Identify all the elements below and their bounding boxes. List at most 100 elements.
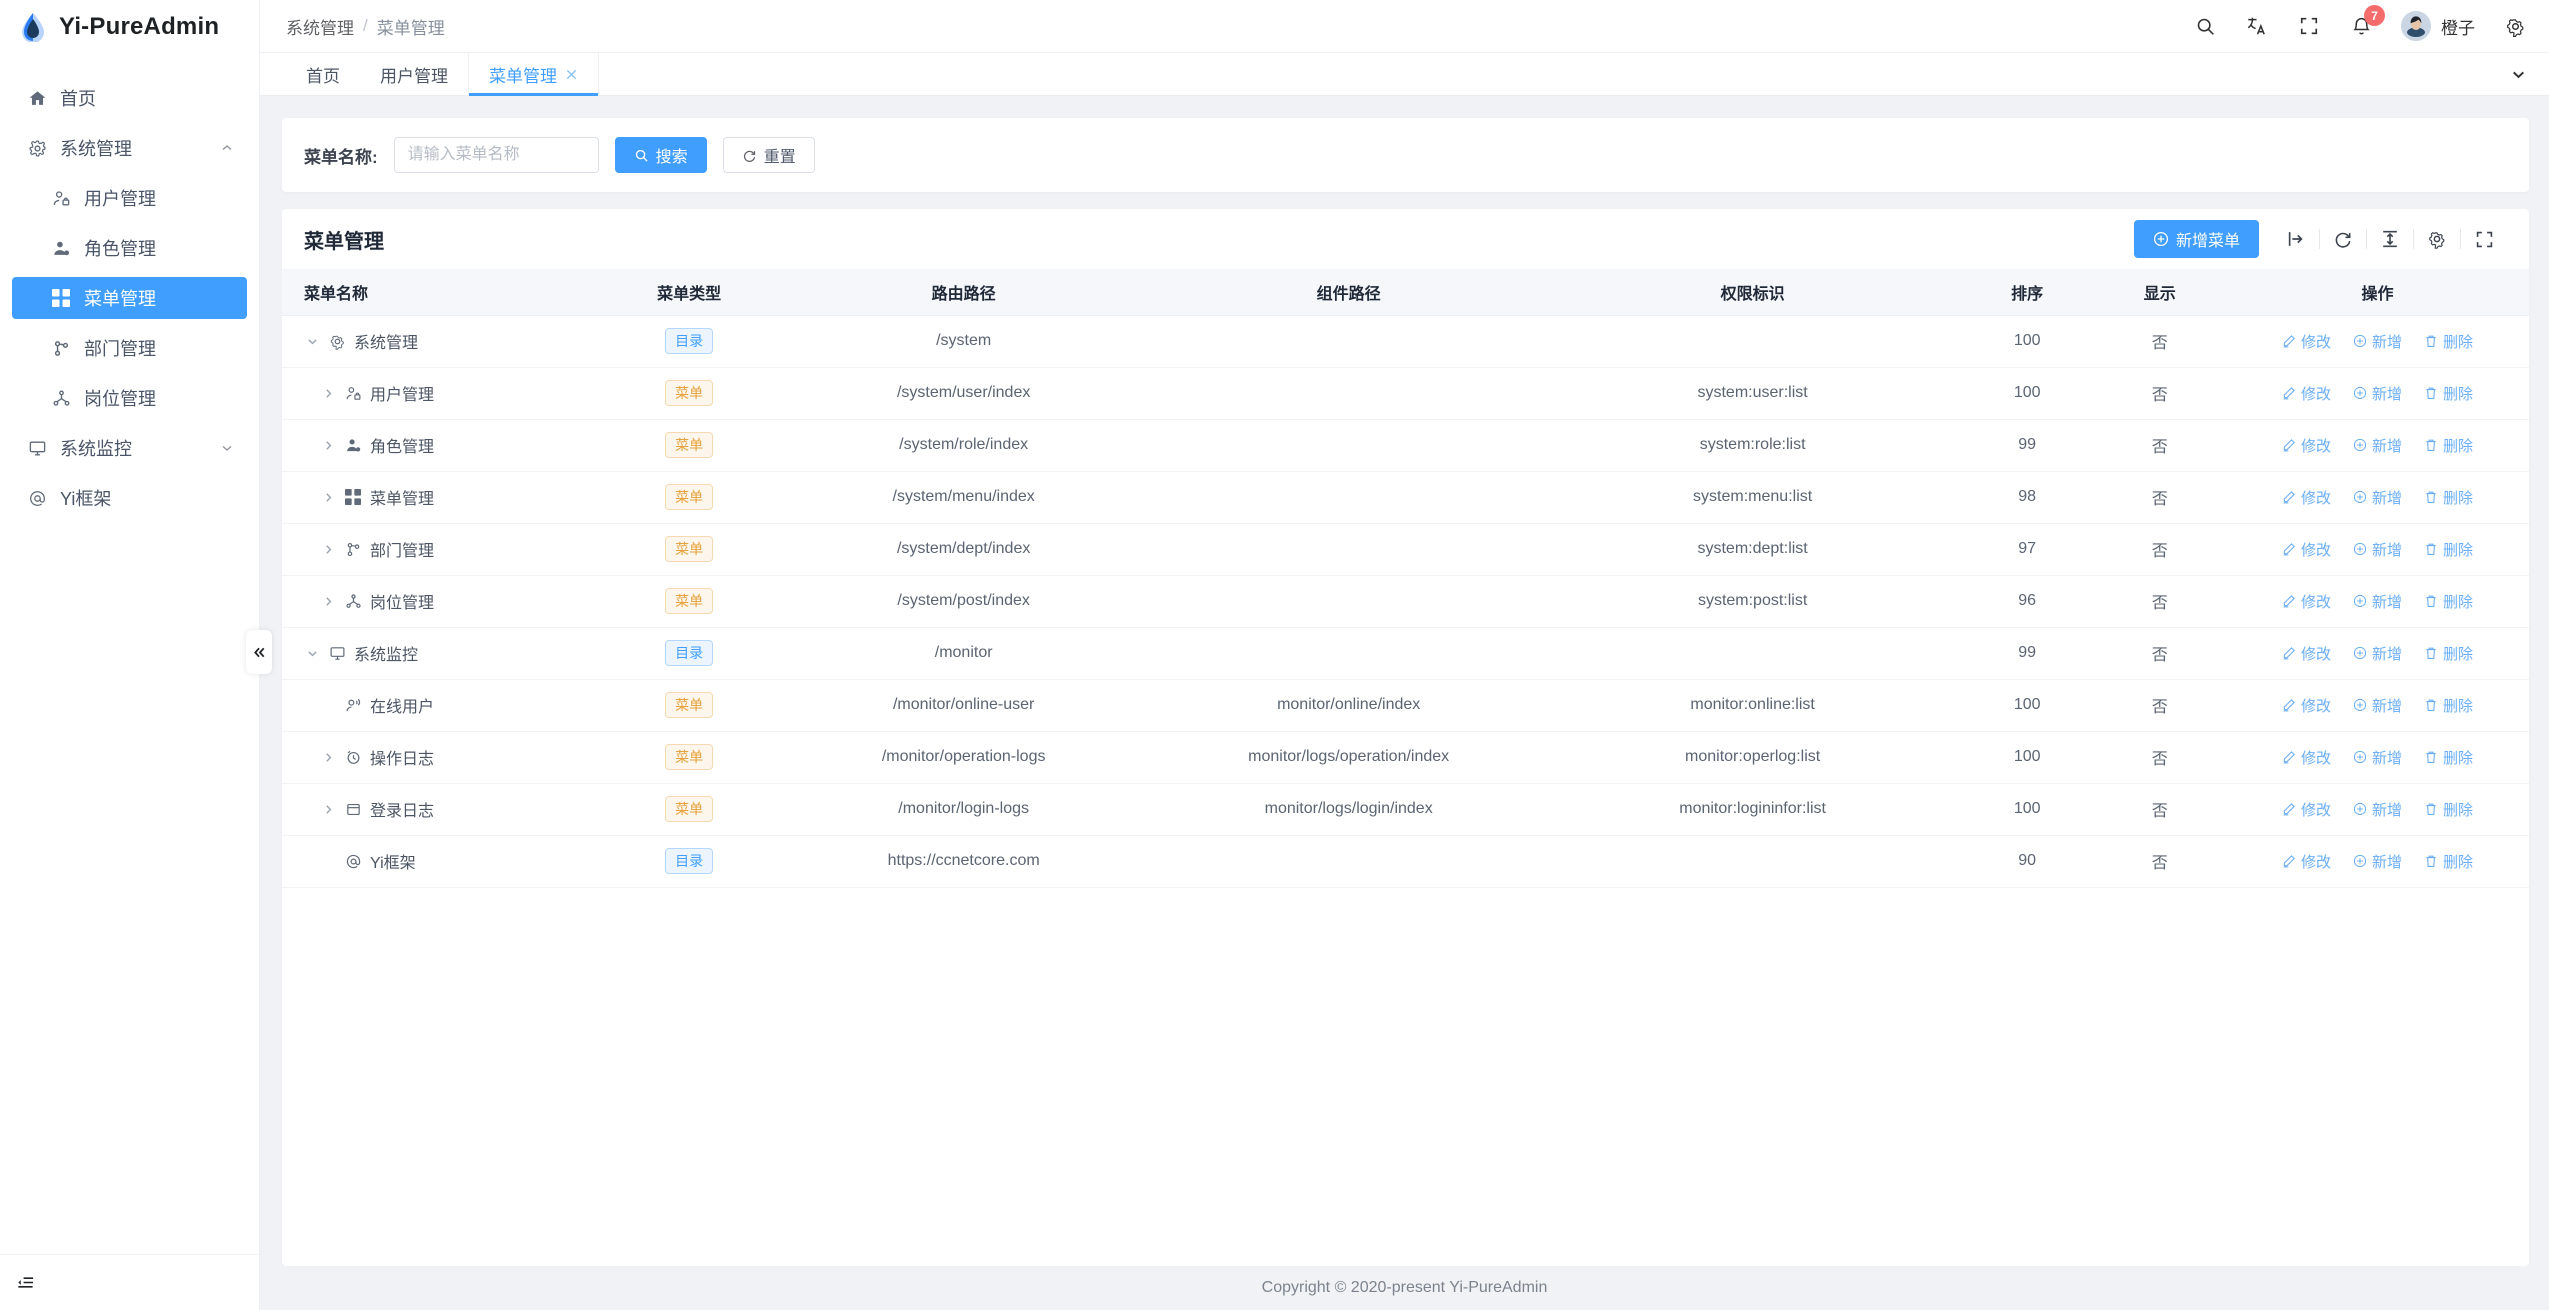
op-add-button[interactable]: 新增 (2353, 799, 2402, 820)
table-row[interactable]: 在线用户 菜单/monitor/online-user monitor/online… (282, 679, 2529, 732)
op-delete-button[interactable]: 删除 (2424, 331, 2473, 352)
op-delete-button[interactable]: 删除 (2424, 695, 2473, 716)
op-add-button[interactable]: 新增 (2353, 747, 2402, 768)
table-card-header: 菜单管理 新增菜单 (282, 209, 2529, 269)
reset-button[interactable]: 重置 (722, 137, 815, 173)
menu-type-tag: 菜单 (665, 692, 714, 718)
edit-icon (2282, 594, 2296, 608)
cell-sort: 98 (1960, 471, 2094, 524)
bell-icon[interactable]: 7 (2349, 5, 2385, 38)
menu-fold-icon[interactable] (16, 1273, 35, 1292)
table-row[interactable]: 岗位管理 菜单/system/post/index system:post:list… (282, 575, 2529, 628)
gear-icon[interactable] (2503, 14, 2527, 38)
fullscreen-icon[interactable] (2297, 14, 2321, 38)
row-expand-toggle[interactable] (304, 647, 320, 660)
op-add-button[interactable]: 新增 (2353, 331, 2402, 352)
expand-all-icon[interactable] (2283, 226, 2309, 252)
op-delete-button[interactable]: 删除 (2424, 747, 2473, 768)
op-add-button[interactable]: 新增 (2353, 695, 2402, 716)
op-add-button[interactable]: 新增 (2353, 487, 2402, 508)
op-edit-button[interactable]: 修改 (2282, 799, 2331, 820)
op-edit-button[interactable]: 修改 (2282, 331, 2331, 352)
brand-logo[interactable]: Yi-PureAdmin (0, 0, 259, 53)
tab-menu-management[interactable]: 菜单管理 (468, 53, 599, 96)
op-label: 新增 (2371, 853, 2402, 871)
table-row[interactable]: 系统监控 目录/monitor 99 否 修改 新增 删除 (282, 627, 2529, 680)
row-expand-toggle[interactable] (320, 595, 336, 608)
op-label: 删除 (2443, 489, 2474, 507)
cell-component (1153, 471, 1545, 524)
op-edit-button[interactable]: 修改 (2282, 695, 2331, 716)
table-row[interactable]: 系统管理 目录/system 100 否 修改 新增 删除 (282, 315, 2529, 368)
add-menu-button[interactable]: 新增菜单 (2133, 220, 2259, 258)
fullscreen-icon[interactable] (2471, 226, 2497, 252)
sidebar-item-role-management[interactable]: 角色管理 (12, 227, 247, 269)
op-delete-button[interactable]: 删除 (2424, 435, 2473, 456)
op-delete-button[interactable]: 删除 (2424, 851, 2473, 872)
translate-icon[interactable] (2245, 14, 2269, 38)
trash-icon (2424, 594, 2438, 608)
op-add-button[interactable]: 新增 (2353, 851, 2402, 872)
row-expand-toggle[interactable] (320, 439, 336, 452)
row-expand-toggle[interactable] (320, 543, 336, 556)
op-delete-button[interactable]: 删除 (2424, 539, 2473, 560)
sidebar-collapse-handle[interactable] (246, 630, 272, 674)
op-edit-button[interactable]: 修改 (2282, 487, 2331, 508)
sidebar-item-home[interactable]: 首页 (12, 77, 247, 119)
op-edit-button[interactable]: 修改 (2282, 747, 2331, 768)
close-icon[interactable] (565, 68, 578, 81)
cell-permission (1544, 315, 1961, 368)
tab-home[interactable]: 首页 (286, 53, 360, 95)
row-expand-toggle[interactable] (320, 751, 336, 764)
op-edit-button[interactable]: 修改 (2282, 435, 2331, 456)
row-expand-toggle[interactable] (320, 803, 336, 816)
search-button[interactable]: 搜索 (614, 137, 707, 173)
op-delete-button[interactable]: 删除 (2424, 799, 2473, 820)
op-add-button[interactable]: 新增 (2353, 643, 2402, 664)
branch-icon (344, 541, 362, 558)
op-edit-button[interactable]: 修改 (2282, 539, 2331, 560)
sidebar-item-menu-management[interactable]: 菜单管理 (12, 277, 247, 319)
op-edit-button[interactable]: 修改 (2282, 851, 2331, 872)
op-delete-button[interactable]: 删除 (2424, 591, 2473, 612)
table-row[interactable]: Yi框架 目录 https://ccnetcore.com 90 否 修改 新增 删除 (282, 835, 2529, 888)
search-icon[interactable] (2193, 14, 2217, 38)
breadcrumb-parent[interactable]: 系统管理 (286, 18, 354, 38)
cell-permission (1544, 627, 1961, 680)
sidebar-item-monitor[interactable]: 系统监控 (12, 427, 247, 469)
row-expand-toggle[interactable] (304, 335, 320, 348)
cell-visible: 否 (2093, 731, 2226, 784)
density-icon[interactable] (2377, 226, 2403, 252)
op-delete-button[interactable]: 删除 (2424, 383, 2473, 404)
search-input[interactable] (393, 137, 599, 173)
op-add-button[interactable]: 新增 (2353, 591, 2402, 612)
user-menu[interactable]: 橙子 (2401, 11, 2475, 41)
tabbar-more[interactable] (2510, 53, 2549, 95)
row-expand-toggle[interactable] (320, 491, 336, 504)
table-row[interactable]: 操作日志 菜单/monitor/operation-logs monitor/log… (282, 731, 2529, 784)
home-icon (26, 87, 48, 109)
table-row[interactable]: 登录日志 菜单/monitor/login-logs monitor/logs/lo… (282, 783, 2529, 836)
op-label: 新增 (2371, 645, 2402, 663)
op-edit-button[interactable]: 修改 (2282, 643, 2331, 664)
op-delete-button[interactable]: 删除 (2424, 643, 2473, 664)
table-row[interactable]: 菜单管理 菜单/system/menu/index system:menu:list… (282, 471, 2529, 524)
sidebar-item-user-management[interactable]: 用户管理 (12, 177, 247, 219)
sidebar-item-yi-framework[interactable]: Yi框架 (12, 477, 247, 519)
op-delete-button[interactable]: 删除 (2424, 487, 2473, 508)
op-add-button[interactable]: 新增 (2353, 383, 2402, 404)
op-edit-button[interactable]: 修改 (2282, 591, 2331, 612)
sidebar-item-system[interactable]: 系统管理 (12, 127, 247, 169)
sidebar-item-dept-management[interactable]: 部门管理 (12, 327, 247, 369)
op-add-button[interactable]: 新增 (2353, 435, 2402, 456)
gear-icon[interactable] (2424, 226, 2450, 252)
op-edit-button[interactable]: 修改 (2282, 383, 2331, 404)
table-row[interactable]: 角色管理 菜单/system/role/index system:role:list… (282, 419, 2529, 472)
row-expand-toggle[interactable] (320, 387, 336, 400)
sidebar-item-post-management[interactable]: 岗位管理 (12, 377, 247, 419)
table-row[interactable]: 部门管理 菜单/system/dept/index system:dept:list… (282, 523, 2529, 576)
op-add-button[interactable]: 新增 (2353, 539, 2402, 560)
tab-user-management[interactable]: 用户管理 (360, 53, 468, 95)
refresh-icon[interactable] (2330, 226, 2356, 252)
table-row[interactable]: 用户管理 菜单/system/user/index system:user:list… (282, 367, 2529, 420)
